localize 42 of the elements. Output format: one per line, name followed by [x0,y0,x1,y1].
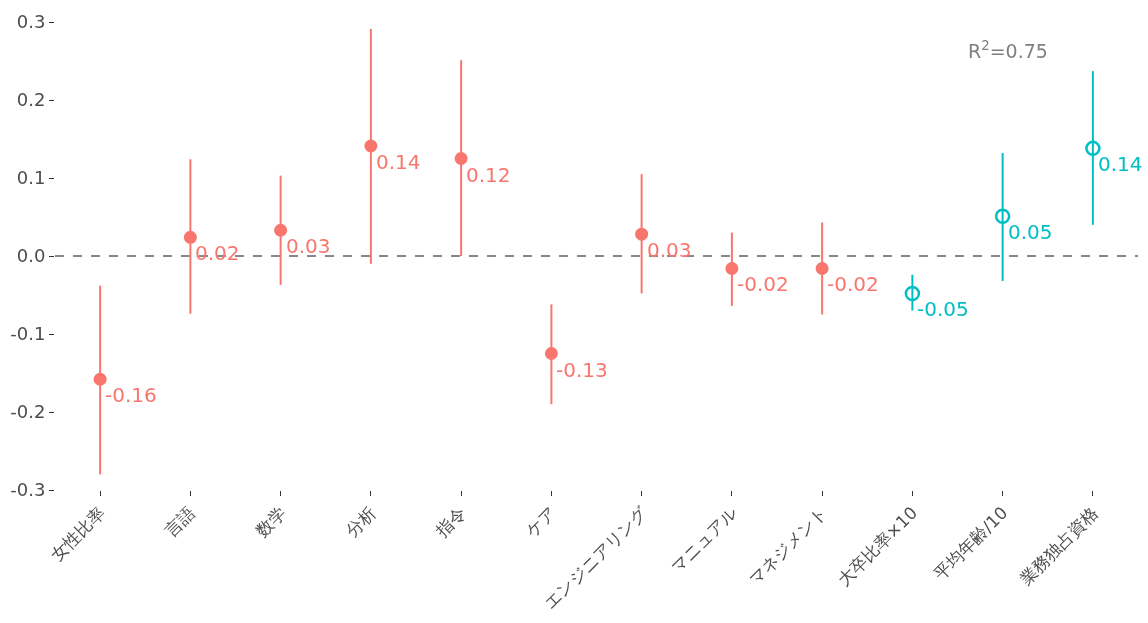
point [93,372,107,386]
x-tick-label: 平均年齢/10 [929,502,1012,585]
annotation: R$^{2}$=0.75 [968,38,1048,62]
point [635,227,649,241]
data-label: -0.05 [917,297,969,321]
data-label: -0.16 [105,383,157,407]
x-tick-label: 女性比率 [46,502,109,565]
data-label: -0.13 [556,358,608,382]
data-label: 0.05 [1008,220,1053,244]
x-tick-label: 数学 [251,502,290,541]
point [274,223,288,237]
y-tick-label: 0.3 [16,11,46,33]
data-label: 0.03 [647,238,692,262]
point [1085,140,1101,157]
point [725,261,739,275]
point [815,261,829,275]
x-tick-label: マネジメント [744,502,831,589]
data-label: 0.03 [286,234,331,258]
x-tick-label: 業務独占資格 [1015,502,1102,589]
point [183,230,197,244]
y-tick-label: 0.1 [16,167,46,189]
x-tick-label: マニュアル [666,502,741,577]
point [544,347,558,360]
y-tick-label: -0.2 [10,401,46,423]
x-tick-label: 指令 [431,502,470,542]
x-tick-label: ケア [522,502,561,541]
y-tick-label: 0.2 [16,89,46,111]
data-label: -0.02 [827,272,879,296]
point [994,208,1011,224]
y-tick-label: -0.1 [10,323,46,345]
data-label: 0.12 [466,163,511,187]
x-tick-label: 言語 [161,502,200,541]
data-label: -0.02 [737,272,789,296]
data-label: 0.02 [195,241,240,265]
point [454,152,468,165]
x-tick-label: 分析 [341,502,380,541]
point [904,285,921,302]
y-tick-label: -0.3 [10,479,46,501]
point [364,139,378,153]
data-label: 0.14 [1098,152,1143,176]
data-label: 0.14 [376,150,421,174]
y-tick-label: 0.0 [16,245,46,267]
